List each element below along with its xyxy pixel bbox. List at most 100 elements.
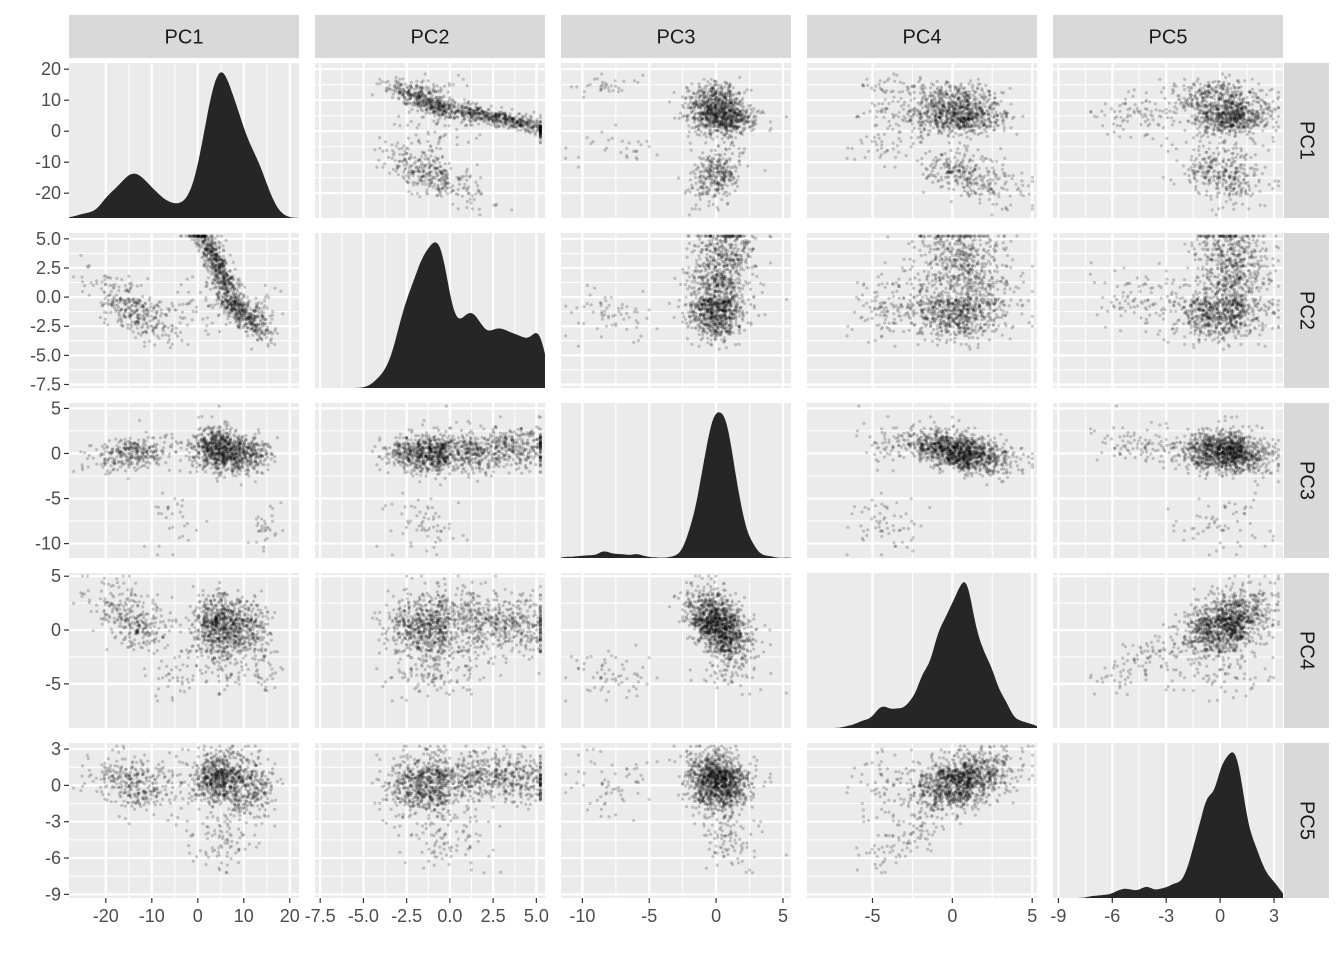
data-point <box>731 98 735 102</box>
data-point <box>967 117 971 121</box>
data-point <box>975 97 979 101</box>
data-point <box>1248 126 1252 130</box>
data-point <box>892 79 897 83</box>
data-point <box>1234 109 1238 114</box>
data-point <box>984 118 988 123</box>
data-point <box>1228 124 1233 128</box>
data-point <box>982 128 987 132</box>
data-point <box>924 97 928 101</box>
data-point <box>1244 157 1248 161</box>
data-point <box>1210 111 1214 115</box>
data-point <box>979 125 983 129</box>
data-point <box>988 93 992 97</box>
data-point <box>427 97 431 101</box>
data-point <box>981 121 985 125</box>
data-point <box>691 116 695 120</box>
data-point <box>713 180 717 184</box>
data-point <box>899 139 903 143</box>
data-point <box>734 181 738 185</box>
data-point <box>704 102 708 106</box>
data-point <box>510 120 514 124</box>
data-point <box>401 87 405 91</box>
data-point <box>1265 123 1269 127</box>
data-point <box>519 128 523 132</box>
data-point <box>1232 207 1236 211</box>
data-point <box>1185 98 1189 102</box>
data-point <box>1205 189 1209 193</box>
data-point <box>439 107 443 111</box>
data-point <box>722 112 727 116</box>
data-point <box>1209 95 1214 99</box>
data-point <box>415 92 419 96</box>
data-point <box>1254 94 1258 98</box>
data-point <box>698 185 702 190</box>
data-point <box>1202 111 1206 115</box>
data-point <box>734 124 738 128</box>
data-point <box>969 117 973 121</box>
data-point <box>694 99 698 103</box>
data-point <box>1221 178 1225 182</box>
data-point <box>411 94 415 98</box>
data-point <box>994 103 998 107</box>
data-point <box>728 124 733 128</box>
data-point <box>462 117 467 121</box>
data-point <box>685 119 689 123</box>
data-point <box>902 81 906 85</box>
data-point <box>1229 189 1233 193</box>
data-point <box>437 104 441 109</box>
data-point <box>428 162 432 166</box>
data-point <box>895 144 900 148</box>
data-point <box>437 105 441 109</box>
data-point <box>978 201 982 205</box>
data-point <box>929 104 933 108</box>
data-point <box>1262 101 1267 105</box>
data-point <box>959 133 964 137</box>
data-point <box>1231 99 1235 103</box>
data-point <box>961 122 966 126</box>
data-point <box>723 104 727 108</box>
data-point <box>966 117 970 121</box>
data-point <box>885 79 889 83</box>
data-point <box>427 99 431 103</box>
data-point <box>408 92 412 96</box>
data-point <box>713 113 717 117</box>
data-point <box>1190 86 1194 90</box>
data-point <box>522 119 526 123</box>
data-point <box>1243 171 1247 175</box>
data-point <box>501 116 505 120</box>
data-point <box>1143 119 1148 124</box>
data-point <box>435 146 439 150</box>
data-point <box>1001 113 1005 117</box>
data-point <box>1194 122 1198 126</box>
data-point <box>392 84 397 88</box>
data-point <box>988 114 993 118</box>
data-point <box>885 89 889 93</box>
data-point <box>424 111 428 115</box>
data-point <box>1243 126 1247 130</box>
data-point <box>1216 83 1220 87</box>
data-point <box>971 117 975 121</box>
data-point <box>1192 148 1196 152</box>
data-point <box>399 90 403 94</box>
data-point <box>444 102 448 106</box>
data-point <box>937 107 941 111</box>
data-point <box>1252 119 1256 123</box>
data-point <box>731 124 735 128</box>
data-point <box>706 106 711 110</box>
data-point <box>1218 98 1222 102</box>
data-point <box>438 136 442 140</box>
data-point <box>1227 184 1231 188</box>
data-point <box>932 174 937 178</box>
data-point <box>725 117 729 121</box>
data-point <box>723 96 727 100</box>
data-point <box>1183 108 1187 112</box>
data-point <box>715 165 719 169</box>
data-point <box>955 120 959 124</box>
data-point <box>884 107 889 111</box>
data-point <box>730 178 734 182</box>
data-point <box>424 103 428 107</box>
data-point <box>985 134 989 138</box>
data-point <box>439 113 443 117</box>
data-point <box>436 173 440 177</box>
data-point <box>899 97 903 101</box>
